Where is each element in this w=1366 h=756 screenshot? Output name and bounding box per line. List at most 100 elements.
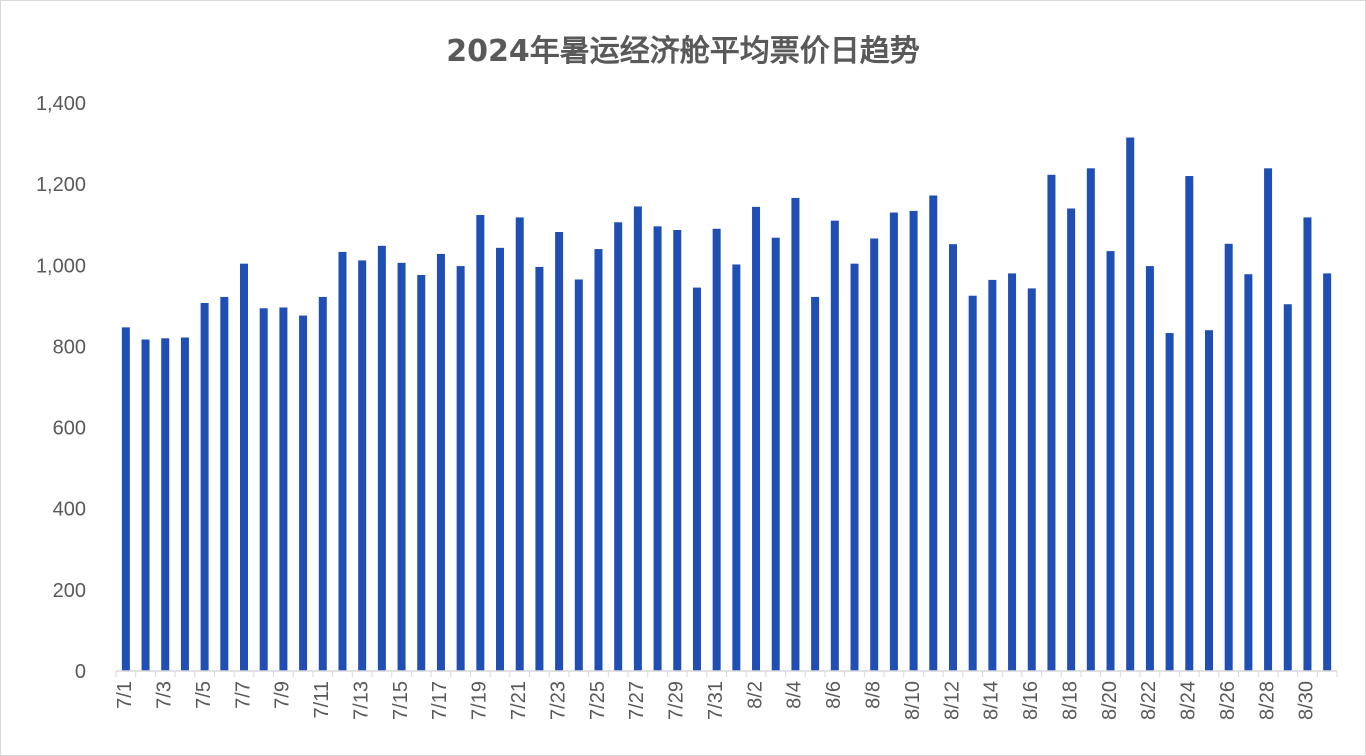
bar xyxy=(377,245,386,671)
chart-title: 2024年暑运经济舱平均票价日趋势 xyxy=(446,34,920,69)
bar xyxy=(456,266,465,671)
bar xyxy=(1126,137,1135,672)
bar xyxy=(1204,330,1213,671)
y-tick-label: 1,200 xyxy=(36,174,86,196)
bar xyxy=(1047,174,1056,671)
bar xyxy=(1224,243,1233,671)
bar xyxy=(988,279,997,671)
y-tick-label: 800 xyxy=(53,336,86,358)
x-tick-label: 8/26 xyxy=(1217,681,1239,720)
x-tick-label: 8/22 xyxy=(1138,681,1160,720)
x-tick-label: 7/15 xyxy=(390,681,412,720)
bar xyxy=(889,212,898,672)
bar xyxy=(909,210,918,672)
bar xyxy=(200,303,209,671)
x-tick-label: 8/28 xyxy=(1256,681,1278,720)
bar xyxy=(1303,217,1312,671)
bar xyxy=(555,232,564,671)
bar xyxy=(161,338,170,671)
bar xyxy=(850,263,859,671)
bar xyxy=(574,279,583,671)
x-tick-label: 7/31 xyxy=(705,681,727,720)
bar xyxy=(791,197,800,671)
x-tick-label: 8/14 xyxy=(981,681,1003,720)
x-tick-label: 8/30 xyxy=(1296,681,1318,720)
bar xyxy=(358,260,367,671)
x-tick-label: 7/25 xyxy=(587,681,609,720)
x-tick-label: 7/1 xyxy=(114,681,136,709)
x-tick-label: 8/20 xyxy=(1099,681,1121,720)
y-tick-label: 0 xyxy=(75,661,86,683)
y-tick-label: 200 xyxy=(53,580,86,602)
x-tick-label: 7/17 xyxy=(429,681,451,720)
x-tick-label: 8/18 xyxy=(1059,681,1081,720)
x-tick-label: 8/10 xyxy=(902,681,924,720)
bar xyxy=(141,339,150,671)
x-tick-label: 7/9 xyxy=(272,681,294,709)
bar xyxy=(220,296,229,671)
x-tick-label: 8/16 xyxy=(1020,681,1042,720)
bar xyxy=(732,264,741,671)
bar xyxy=(653,226,662,671)
x-tick-label: 7/19 xyxy=(469,681,491,720)
y-axis: 0 200 400 600 800 1,000 1,200 1,400 xyxy=(36,93,86,683)
bar xyxy=(299,315,308,671)
x-tick-label: 7/11 xyxy=(311,681,333,718)
x-tick-label: 8/12 xyxy=(941,681,963,720)
bar xyxy=(279,307,288,671)
x-tick-label: 7/27 xyxy=(626,681,648,720)
bar-series xyxy=(121,137,1332,672)
bar xyxy=(771,237,780,671)
bar xyxy=(1323,273,1332,671)
bar xyxy=(1264,168,1273,671)
bar xyxy=(121,327,130,671)
x-axis: 7/1 7/3 7/5 7/7 7/9 7/11 7/13 7/15 7/17 7/19 7/21 7… xyxy=(114,670,1338,720)
bar xyxy=(180,337,189,671)
bar xyxy=(673,229,682,672)
y-tick-label: 1,000 xyxy=(36,255,86,277)
bar xyxy=(1283,304,1292,671)
bar xyxy=(1067,208,1076,672)
bar xyxy=(968,295,977,671)
bar xyxy=(594,249,603,671)
bar xyxy=(1145,266,1154,671)
bar xyxy=(1244,274,1253,671)
bar xyxy=(1165,333,1174,671)
x-tick-label: 7/5 xyxy=(193,681,215,709)
bar xyxy=(240,263,249,671)
x-tick-label: 8/6 xyxy=(823,681,845,709)
bar xyxy=(397,262,406,671)
bar xyxy=(614,222,623,671)
bar xyxy=(929,195,938,671)
y-tick-label: 400 xyxy=(53,499,86,521)
bar xyxy=(338,251,347,671)
bar xyxy=(417,275,426,671)
x-tick-label: 7/7 xyxy=(232,681,254,709)
bar xyxy=(1185,176,1194,671)
y-tick-label: 600 xyxy=(53,418,86,440)
bar xyxy=(1086,168,1095,671)
bar xyxy=(496,247,505,671)
x-tick-label: 8/8 xyxy=(862,681,884,709)
bar xyxy=(318,296,327,671)
bar xyxy=(752,206,761,672)
x-tick-label: 7/13 xyxy=(350,681,372,720)
bar xyxy=(830,220,839,671)
bar xyxy=(811,296,820,671)
x-tick-label: 8/24 xyxy=(1178,681,1200,720)
bar xyxy=(1008,273,1017,671)
bar xyxy=(436,253,445,671)
bar xyxy=(870,238,879,671)
bar xyxy=(476,214,485,672)
x-tick-label: 7/21 xyxy=(508,681,530,720)
bar xyxy=(948,244,957,671)
y-tick-label: 1,400 xyxy=(36,93,86,115)
bar xyxy=(515,217,524,671)
x-tick-label: 8/4 xyxy=(784,681,806,709)
x-tick-label: 7/3 xyxy=(154,681,176,709)
bar xyxy=(633,206,642,671)
x-tick-label: 8/2 xyxy=(744,681,766,709)
bar xyxy=(712,228,721,671)
x-tick-label: 7/23 xyxy=(547,681,569,720)
bar xyxy=(692,287,701,671)
